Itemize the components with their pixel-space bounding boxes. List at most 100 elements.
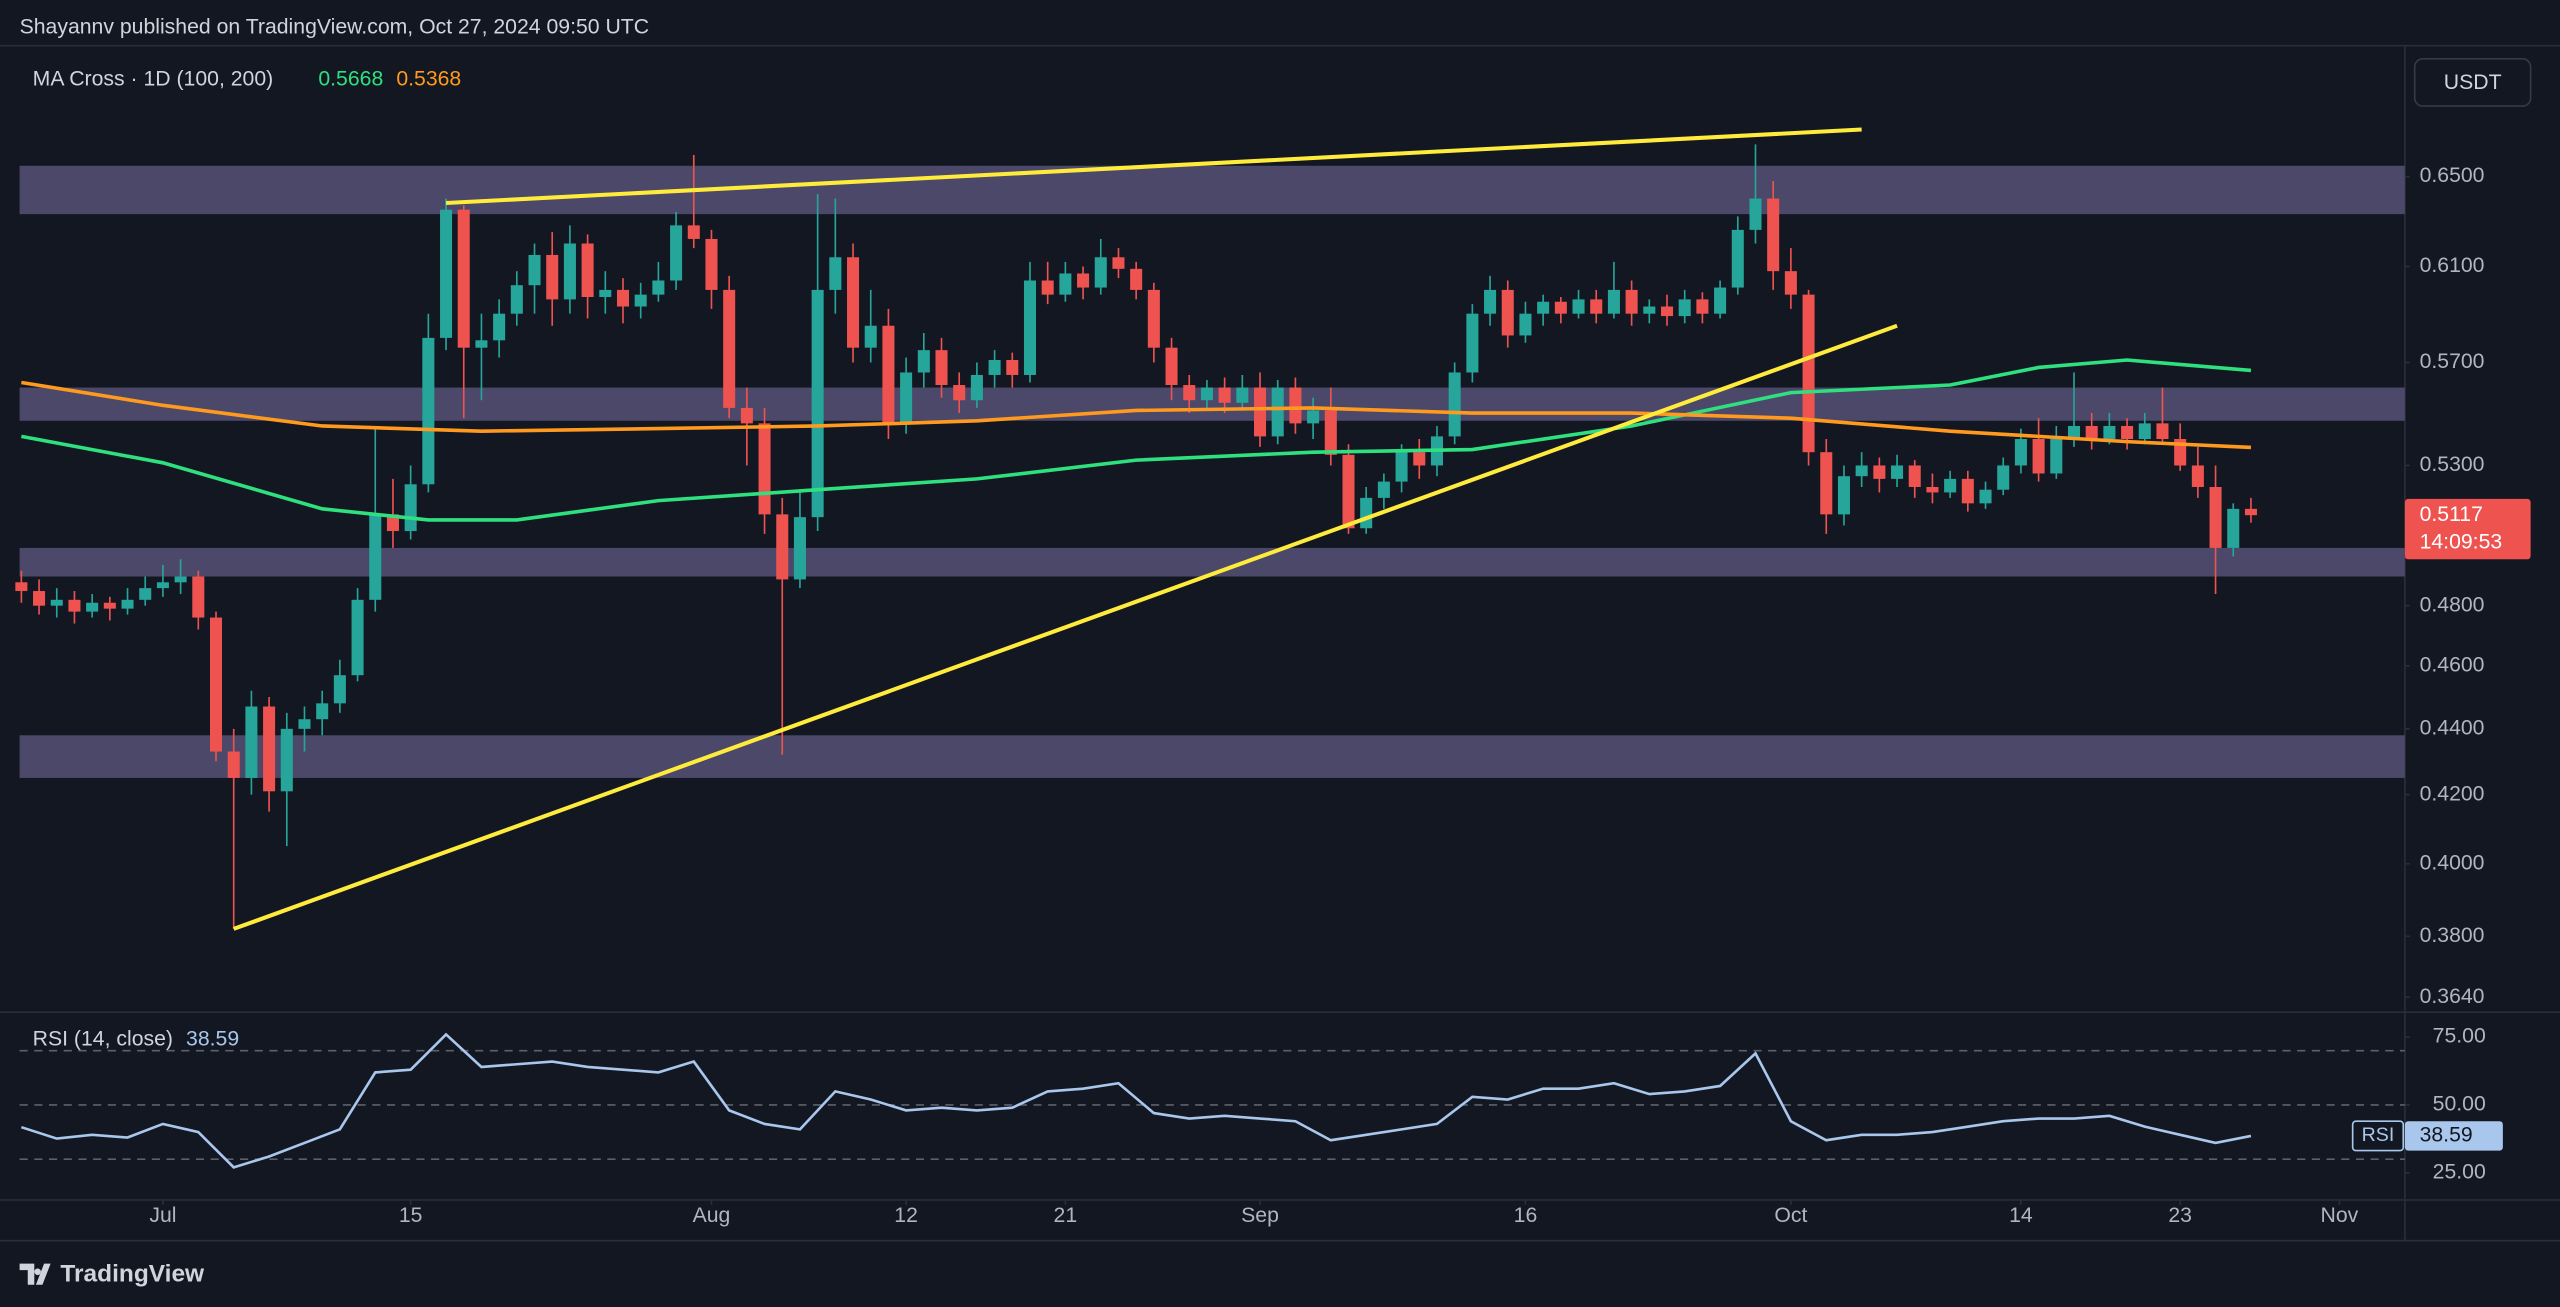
candle-body xyxy=(1377,481,1390,498)
candle-body xyxy=(103,602,116,609)
candle-body xyxy=(1784,271,1797,295)
candle-body xyxy=(882,325,895,424)
candle-body xyxy=(1891,465,1904,479)
candle-body xyxy=(1130,268,1143,290)
candle-body xyxy=(1961,478,1974,504)
candle-body xyxy=(900,372,913,424)
candle-body xyxy=(2014,439,2027,466)
candle-body xyxy=(687,225,700,239)
candle-body xyxy=(634,294,647,307)
x-tick-label: Nov xyxy=(2321,1204,2359,1227)
candle-body xyxy=(422,337,435,485)
rsi-line xyxy=(20,1032,2252,1169)
candle-body xyxy=(1200,387,1213,401)
logo-mark xyxy=(19,1263,51,1285)
candle-body xyxy=(1254,387,1267,437)
candle-body xyxy=(1165,347,1178,386)
candle-body xyxy=(2244,508,2257,516)
candle-body xyxy=(793,517,806,580)
indicator-title: MA Cross · 1D (100, 200) xyxy=(33,68,274,91)
candle-body xyxy=(2156,423,2169,440)
candle-body xyxy=(1590,299,1603,314)
currency-label[interactable]: USDT xyxy=(2444,71,2502,94)
candle-body xyxy=(1696,299,1709,314)
rsi-name-box xyxy=(2351,1120,2405,1152)
candle-body xyxy=(1147,289,1160,348)
candle-body xyxy=(811,289,824,518)
candle-body xyxy=(192,576,205,618)
y-tick-label: 0.5700 xyxy=(2420,350,2485,373)
zones-layer xyxy=(19,165,2405,778)
x-tick-label: 14 xyxy=(2009,1204,2033,1227)
candle-body xyxy=(1855,465,1868,477)
candle-body xyxy=(15,582,28,592)
candle-body xyxy=(1094,257,1107,288)
candle-body xyxy=(1837,476,1850,515)
candle-body xyxy=(1041,280,1054,295)
candle-body xyxy=(740,407,753,424)
y-tick-label: 0.3640 xyxy=(2420,985,2485,1008)
candle-body xyxy=(227,751,240,778)
candle-body xyxy=(917,350,930,373)
candle-body xyxy=(1183,385,1196,401)
candle-body xyxy=(1714,287,1727,314)
candle-body xyxy=(1678,299,1691,317)
candle-body xyxy=(316,703,329,720)
candle-body xyxy=(847,257,860,348)
candle-body xyxy=(1342,454,1355,529)
candle-body xyxy=(864,325,877,348)
candle-body xyxy=(1873,465,1886,479)
candle-body xyxy=(351,599,364,676)
candle-body xyxy=(970,374,983,401)
candle-body xyxy=(2227,508,2240,548)
legend-value: 0.5368 xyxy=(396,68,461,91)
x-tick-label: Sep xyxy=(1241,1204,1279,1227)
candle-body xyxy=(776,514,789,580)
candle-body xyxy=(121,599,134,609)
candle-body xyxy=(1660,306,1674,317)
y-tick-label: 0.4400 xyxy=(2420,716,2485,739)
y-tick-label: 0.4800 xyxy=(2420,593,2485,616)
candle-body xyxy=(616,289,630,307)
candle-body xyxy=(670,225,683,281)
candle-body xyxy=(1218,387,1231,403)
candle-body xyxy=(1926,486,1939,493)
candle-body xyxy=(404,484,417,532)
candle-body xyxy=(139,588,152,600)
candle-body xyxy=(386,514,399,532)
candle-body xyxy=(1908,465,1921,487)
y-tick-label: 0.3800 xyxy=(2420,924,2485,947)
x-tick-label: Oct xyxy=(1774,1204,1807,1227)
x-tick-label: 16 xyxy=(1514,1204,1538,1227)
x-tick-label: 15 xyxy=(399,1204,423,1227)
legend-value: 0.5668 xyxy=(318,68,383,91)
y-tick-label: 0.6500 xyxy=(2420,164,2485,187)
y-tick-label: 0.4600 xyxy=(2420,654,2485,677)
support-resistance-zone xyxy=(19,735,2405,778)
candle-body xyxy=(563,243,576,300)
y-tick-label: 0.4200 xyxy=(2420,782,2485,805)
candle-body xyxy=(599,289,612,297)
candle-body xyxy=(1006,360,1019,375)
candle-body xyxy=(493,313,506,341)
rsi-legend-value: 38.59 xyxy=(186,1028,239,1051)
currency-button[interactable] xyxy=(2413,57,2532,107)
candle-body xyxy=(1501,289,1514,336)
candle-body xyxy=(1572,299,1585,314)
candle-body xyxy=(1395,452,1408,482)
candle-body xyxy=(1484,289,1497,314)
last-price-box xyxy=(2404,498,2531,560)
rsi-y-tick-label: 75.00 xyxy=(2433,1025,2486,1048)
candle-body xyxy=(1554,301,1567,314)
candle-body xyxy=(1324,410,1337,455)
candle-body xyxy=(546,254,559,300)
candle-body xyxy=(369,514,382,600)
countdown-label: 14:09:53 xyxy=(2420,531,2503,554)
y-tick-label: 0.6100 xyxy=(2420,254,2485,277)
candle-body xyxy=(1731,229,1744,288)
candle-body xyxy=(2138,423,2151,440)
candle-body xyxy=(68,599,81,612)
candle-body xyxy=(1466,313,1479,373)
candle-body xyxy=(280,728,293,792)
